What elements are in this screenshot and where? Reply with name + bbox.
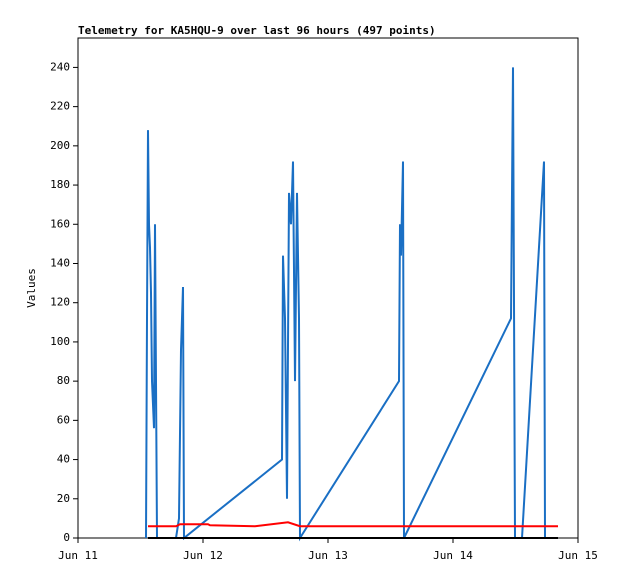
x-tick-label: Jun 14: [433, 549, 473, 562]
x-tick-label: Jun 13: [308, 549, 348, 562]
y-tick-label: 60: [57, 413, 70, 426]
y-tick-label: 20: [57, 492, 70, 505]
y-tick-label: 80: [57, 374, 70, 387]
y-tick-label: 100: [50, 335, 70, 348]
y-tick-label: 0: [63, 531, 70, 544]
y-tick-label: 140: [50, 256, 70, 269]
plot-frame: [77, 37, 579, 539]
y-tick-label: 160: [50, 217, 70, 230]
x-tick-label: Jun 11: [58, 549, 98, 562]
series-line: [148, 521, 558, 528]
chart-title: Telemetry for KA5HQU-9 over last 96 hour…: [78, 24, 436, 37]
y-axis-label: Values: [25, 268, 38, 308]
series-line: [145, 67, 546, 542]
y-tick-label: 200: [50, 139, 70, 152]
y-tick-label: 240: [50, 60, 70, 73]
y-tick-label: 220: [50, 100, 70, 113]
y-tick-label: 40: [57, 453, 70, 466]
x-tick-label: Jun 15: [558, 549, 598, 562]
x-tick-label: Jun 12: [183, 549, 223, 562]
y-tick-label: 120: [50, 296, 70, 309]
y-tick-label: 180: [50, 178, 70, 191]
